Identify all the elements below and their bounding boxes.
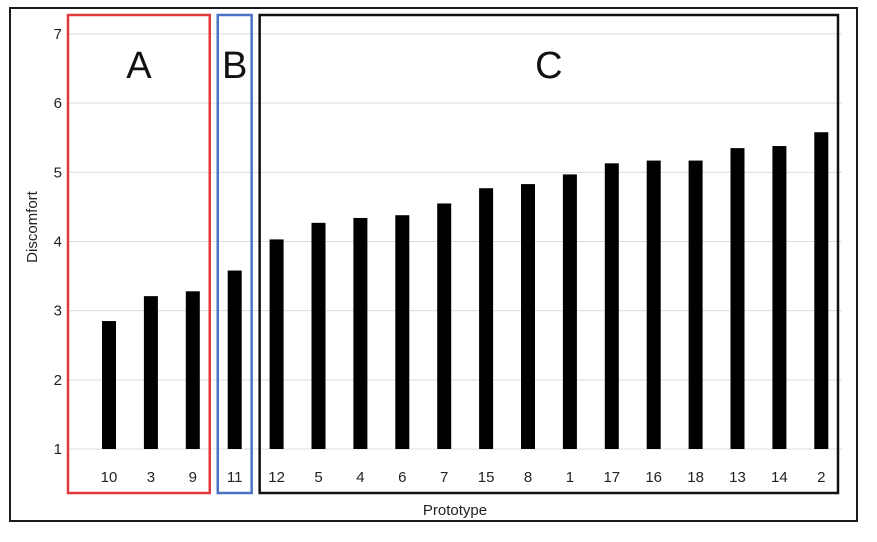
x-axis-title: Prototype [423,502,487,519]
y-tick-label: 3 [54,303,62,320]
bar-12 [269,239,284,449]
x-tick-label: 3 [147,469,155,486]
bar-17 [604,163,619,449]
x-axis-ticks: 10 3 9 11 12 5 4 6 7 15 8 1 17 16 18 13 14 2 [101,469,826,486]
bar-11 [227,270,242,449]
x-tick-label: 9 [189,469,197,486]
bar-15 [479,188,494,449]
bar-4 [353,217,368,449]
x-tick-label: 1 [566,469,574,486]
bars [102,132,829,450]
x-tick-label: 11 [227,469,243,486]
x-tick-label: 15 [478,469,495,486]
x-tick-label: 13 [729,469,746,486]
y-tick-label: 7 [54,26,62,43]
x-tick-label: 14 [771,469,788,486]
x-tick-label: 4 [356,469,364,486]
bar-2 [814,132,829,449]
x-tick-label: 2 [817,469,825,486]
gridlines [68,33,842,450]
x-tick-label: 8 [524,469,532,486]
bar-1 [562,174,577,450]
x-tick-label: 7 [440,469,448,486]
x-tick-label: 6 [398,469,406,486]
group-boxes: A B C [66,13,840,495]
x-tick-label: 12 [268,469,285,486]
bar-6 [395,215,410,449]
bar-10 [102,321,116,449]
y-axis-title: Discomfort [24,190,41,263]
x-tick-label: 17 [603,469,620,486]
y-tick-label: 4 [54,234,62,251]
bar-7 [437,203,452,449]
y-tick-label: 1 [54,441,62,458]
group-box-c [258,13,840,495]
group-label-b: B [222,45,247,87]
bar-9 [185,291,200,449]
x-tick-label: 16 [645,469,662,486]
group-box-a [66,13,211,495]
bar-13 [730,148,745,449]
bar-16 [646,160,661,449]
y-tick-label: 2 [54,372,62,389]
group-box-b [216,13,253,495]
bar-5 [311,222,326,449]
x-tick-label: 5 [314,469,322,486]
y-tick-label: 5 [54,164,62,181]
bar-14 [772,146,787,450]
y-axis-ticks: 1 2 3 4 5 6 7 [54,26,62,458]
bar-18 [688,160,703,449]
x-tick-label: 18 [687,469,704,486]
y-tick-label: 6 [54,95,62,112]
group-label-c: C [535,45,562,87]
bar-8 [521,184,535,449]
x-tick-label: 10 [101,469,118,486]
bar-3 [143,296,158,449]
group-label-a: A [126,45,152,87]
